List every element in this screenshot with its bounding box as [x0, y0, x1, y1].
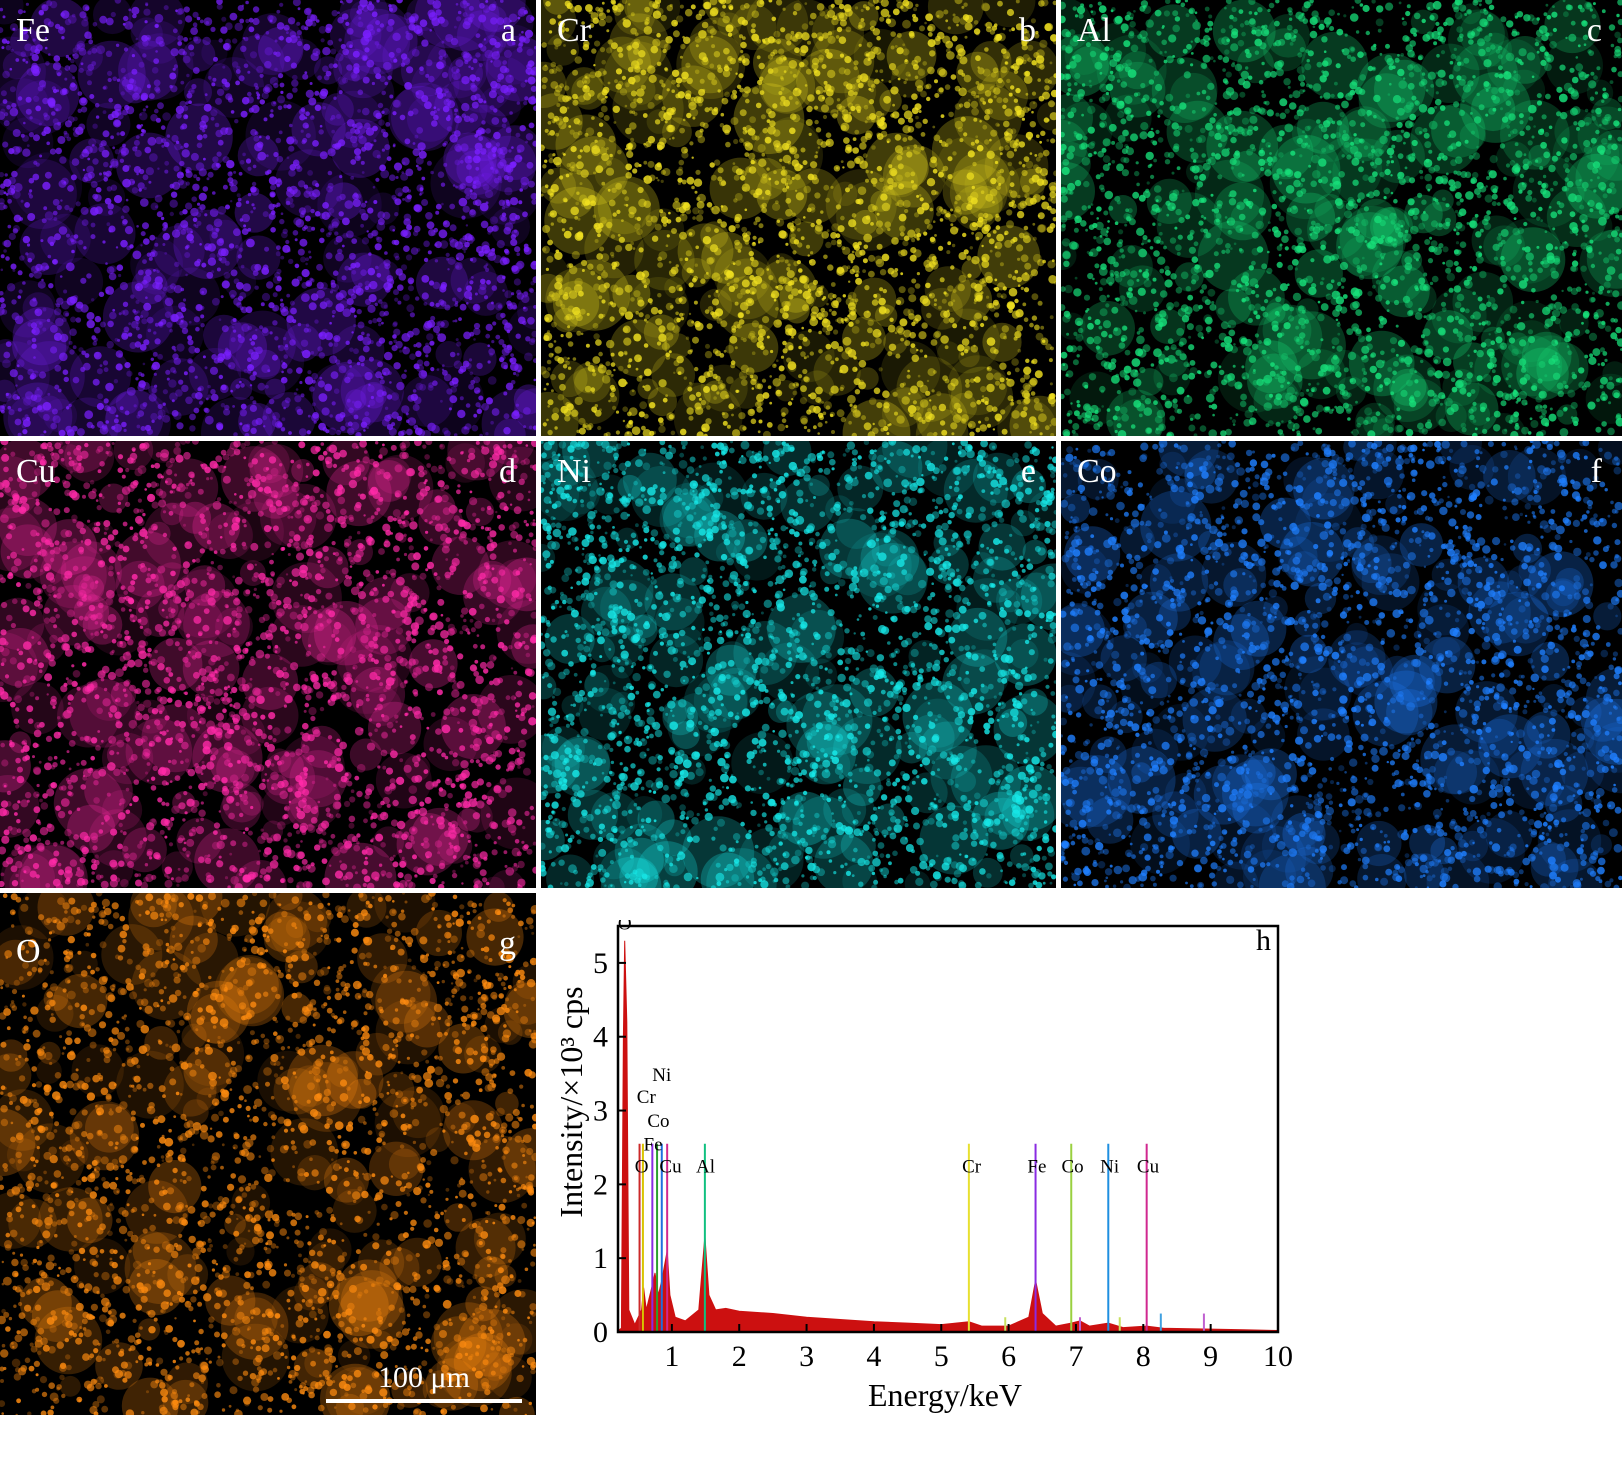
peak-label: Cr — [637, 1087, 657, 1108]
x-tick-label: 8 — [1136, 1340, 1151, 1373]
panel-letter: d — [499, 453, 516, 490]
map-panel-b: Cr b — [541, 0, 1056, 436]
x-tick-label: 7 — [1068, 1340, 1083, 1373]
map-panel-a: Fe a — [0, 0, 536, 436]
panel-letter: g — [499, 925, 516, 962]
panel-letter: c — [1586, 12, 1602, 49]
map-panel-f: Co f — [1061, 441, 1622, 888]
map-panel-g: O g 100 μm — [0, 893, 536, 1415]
x-tick-label: 10 — [1263, 1340, 1293, 1373]
map-texture — [0, 893, 536, 1415]
map-panel-d: Cu d — [0, 441, 536, 888]
peak-label: Ni — [1100, 1157, 1119, 1178]
map-panel-c: Al c — [1061, 0, 1622, 436]
peak-label: Cu — [659, 1157, 682, 1178]
x-tick-label: 2 — [732, 1340, 747, 1373]
x-tick-label: 1 — [664, 1340, 679, 1373]
y-tick-label: 2 — [593, 1168, 608, 1201]
peak-label: Cu — [1137, 1157, 1160, 1178]
map-texture — [1061, 0, 1622, 436]
y-tick-label: 0 — [593, 1316, 608, 1349]
peak-label: Fe — [1027, 1157, 1046, 1178]
x-tick-label: 5 — [934, 1340, 949, 1373]
element-label: Co — [1077, 453, 1117, 490]
peak-label: Ni — [652, 1065, 671, 1086]
element-label: O — [16, 933, 41, 970]
peak-label: O — [635, 1157, 649, 1178]
spectrum-area — [617, 940, 1279, 1333]
x-tick-label: 6 — [1001, 1340, 1016, 1373]
scale-bar — [326, 1399, 522, 1403]
element-label: Ni — [557, 453, 591, 490]
x-tick-label: 4 — [866, 1340, 881, 1373]
y-tick-label: 1 — [593, 1242, 608, 1275]
peak-label: Cr — [962, 1157, 982, 1178]
map-texture — [0, 0, 536, 436]
panel-letter: e — [1020, 453, 1036, 490]
panel-letter: f — [1590, 453, 1602, 490]
map-texture — [541, 441, 1056, 888]
y-tick-label: 4 — [593, 1021, 608, 1054]
scale-bar-label: 100 μm — [378, 1361, 470, 1394]
plot-frame — [616, 924, 1280, 1334]
map-panel-e: Ni e — [541, 441, 1056, 888]
x-axis-title: Energy/keV — [868, 1377, 1022, 1413]
map-texture — [541, 0, 1056, 436]
element-label: Fe — [16, 12, 50, 49]
y-axis-title: Intensity/×10³ cps — [560, 986, 589, 1217]
peak-label: Co — [1061, 1157, 1083, 1178]
x-tick-label: 9 — [1203, 1340, 1218, 1373]
panel-letter-h: h — [1256, 924, 1271, 957]
x-tick-label: 3 — [799, 1340, 814, 1373]
element-label: Cu — [16, 453, 56, 490]
element-label: Al — [1077, 12, 1111, 49]
peak-label: O — [618, 920, 632, 935]
peak-label: Fe — [644, 1134, 663, 1155]
y-tick-label: 3 — [593, 1095, 608, 1128]
y-tick-label: 5 — [593, 947, 608, 980]
element-label: Cr — [557, 12, 591, 49]
map-texture — [1061, 441, 1622, 888]
panel-letter: a — [500, 12, 516, 49]
map-texture — [0, 441, 536, 888]
peak-label: Al — [696, 1157, 715, 1178]
peak-label: Co — [647, 1111, 669, 1132]
panel-letter: b — [1019, 12, 1036, 49]
